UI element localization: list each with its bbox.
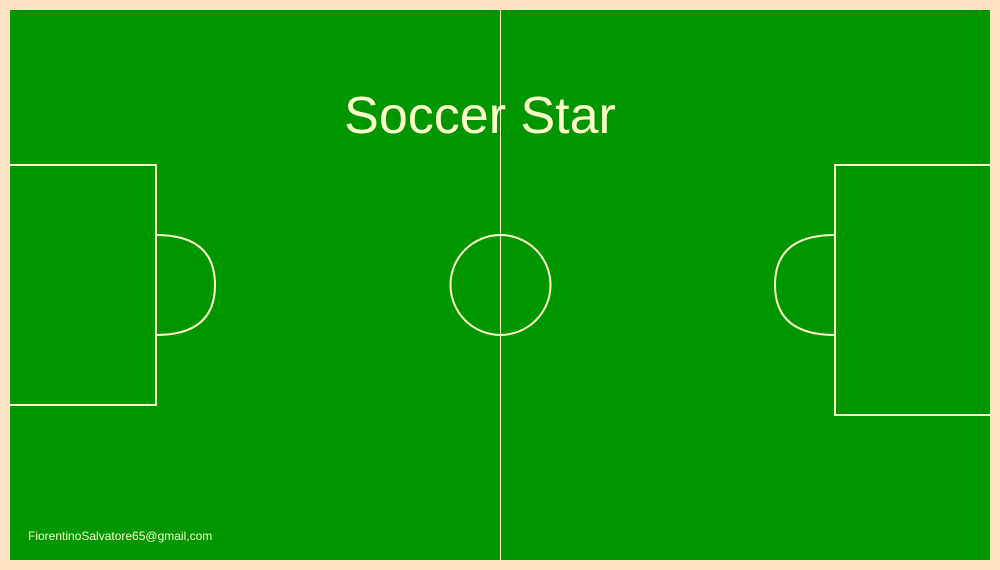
left-penalty-arc xyxy=(155,234,217,336)
contact-email-text: FiorentinoSalvatore65@gmail,com xyxy=(28,529,213,543)
pitch-markings xyxy=(10,10,990,560)
right-penalty-box xyxy=(834,164,990,416)
right-penalty-arc xyxy=(773,234,836,336)
left-penalty-box xyxy=(10,164,157,406)
soccer-pitch[interactable]: Soccer Star FiorentinoSalvatore65@gmail,… xyxy=(10,10,990,560)
center-circle xyxy=(449,234,552,336)
